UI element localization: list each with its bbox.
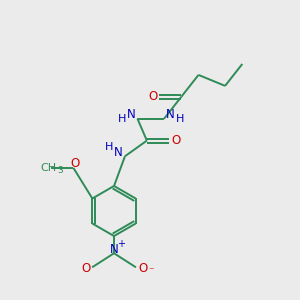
Text: N: N bbox=[114, 146, 122, 159]
Text: N: N bbox=[127, 109, 136, 122]
Text: N: N bbox=[166, 109, 175, 122]
Text: 3: 3 bbox=[57, 166, 63, 175]
Text: O: O bbox=[171, 134, 180, 147]
Text: O: O bbox=[148, 90, 157, 103]
Text: H: H bbox=[118, 114, 126, 124]
Text: +: + bbox=[117, 239, 125, 249]
Text: O: O bbox=[70, 157, 80, 169]
Text: ⁻: ⁻ bbox=[148, 266, 153, 276]
Text: H: H bbox=[105, 142, 113, 152]
Text: CH: CH bbox=[40, 163, 56, 173]
Text: H: H bbox=[176, 114, 184, 124]
Text: O: O bbox=[138, 262, 147, 275]
Text: N: N bbox=[110, 243, 119, 256]
Text: O: O bbox=[81, 262, 91, 275]
